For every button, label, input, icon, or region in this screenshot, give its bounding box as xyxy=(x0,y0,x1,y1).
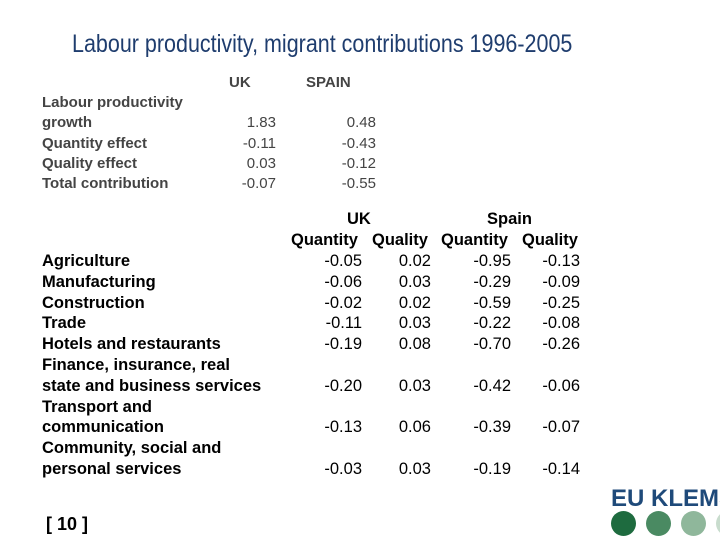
sector-value: 0.03 xyxy=(398,460,431,478)
sub-header-spain-quality: Quality xyxy=(522,231,578,249)
sector-row-label: Community, social and xyxy=(42,439,222,458)
sector-row-label: Manufacturing xyxy=(42,272,156,291)
summary-row-label: growth xyxy=(42,114,92,132)
sector-row-label: state and business services xyxy=(42,376,262,395)
sector-row-label: communication xyxy=(42,418,164,437)
sector-row-label: Finance, insurance, real xyxy=(42,356,230,374)
sector-value: -0.11 xyxy=(325,314,362,333)
summary-value-uk: -0.11 xyxy=(242,134,276,152)
sector-value: -0.07 xyxy=(542,418,580,437)
sector-value: -0.25 xyxy=(542,293,580,312)
sector-header-spain: Spain xyxy=(487,210,532,228)
sector-value: 0.03 xyxy=(398,376,431,395)
sector-value: -0.06 xyxy=(324,272,362,291)
summary-value-uk: 1.83 xyxy=(246,114,276,132)
sub-header-uk-quantity: Quantity xyxy=(291,231,358,249)
sector-value: -0.05 xyxy=(324,252,362,270)
summary-header-spain: SPAIN xyxy=(306,74,351,91)
summary-header-uk: UK xyxy=(229,74,251,91)
sector-row-label: Hotels and restaurants xyxy=(42,335,221,354)
summary-row-label: Total contribution xyxy=(42,175,169,193)
sector-value: -0.13 xyxy=(324,418,362,437)
sector-header-uk: UK xyxy=(347,210,371,228)
sector-row-label: personal services xyxy=(42,460,182,478)
sector-row-label: Transport and xyxy=(42,397,153,416)
sector-value: -0.19 xyxy=(324,335,362,354)
page-number: [ 10 ] xyxy=(46,514,89,534)
sector-value: -0.03 xyxy=(324,460,362,478)
sector-value: 0.03 xyxy=(398,314,431,333)
sub-header-spain-quantity: Quantity xyxy=(441,231,508,249)
summary-value-spain: 0.48 xyxy=(346,114,376,132)
sector-value: -0.08 xyxy=(542,314,580,333)
sector-value: -0.09 xyxy=(542,272,580,291)
logo-text: EU KLEMS xyxy=(611,485,720,512)
sector-value: -0.26 xyxy=(542,335,580,354)
sector-row-label: Agriculture xyxy=(42,252,131,270)
sector-value: -0.59 xyxy=(473,293,511,312)
sector-value: -0.02 xyxy=(324,293,362,312)
summary-value-uk: -0.07 xyxy=(241,175,276,193)
sector-value: 0.03 xyxy=(398,272,431,291)
sector-value: -0.29 xyxy=(473,272,511,291)
page-title: Labour productivity, migrant contributio… xyxy=(72,30,573,58)
summary-row-label: Quantity effect xyxy=(42,134,148,152)
sector-row-label: Construction xyxy=(42,293,145,312)
logo-dot-2 xyxy=(646,511,671,536)
sector-value: -0.19 xyxy=(473,460,511,478)
sector-row-label: Trade xyxy=(42,314,87,333)
sector-value: -0.70 xyxy=(473,335,511,354)
logo-dot-1 xyxy=(611,511,636,536)
sector-value: -0.14 xyxy=(542,460,580,478)
summary-value-spain: -0.43 xyxy=(341,134,376,152)
summary-row-label: Labour productivity xyxy=(42,94,183,111)
sector-value: 0.02 xyxy=(398,252,431,270)
summary-row-label: Quality effect xyxy=(42,154,138,172)
sector-value: -0.22 xyxy=(473,314,511,333)
sector-value: -0.39 xyxy=(473,418,511,437)
sector-value: 0.08 xyxy=(398,335,431,354)
sector-value: -0.13 xyxy=(542,252,580,270)
sector-value: -0.06 xyxy=(542,376,580,395)
sector-value: 0.06 xyxy=(398,418,431,437)
sector-value: -0.20 xyxy=(324,376,362,395)
sector-value: -0.95 xyxy=(473,252,511,270)
sector-value: 0.02 xyxy=(398,293,431,312)
logo-dot-4 xyxy=(716,511,720,536)
summary-value-uk: 0.03 xyxy=(246,154,276,172)
summary-value-spain: -0.55 xyxy=(341,175,376,193)
sub-header-uk-quality: Quality xyxy=(372,231,428,249)
sector-value: -0.42 xyxy=(473,376,511,395)
summary-value-spain: -0.12 xyxy=(341,154,376,172)
logo-dot-3 xyxy=(681,511,706,536)
